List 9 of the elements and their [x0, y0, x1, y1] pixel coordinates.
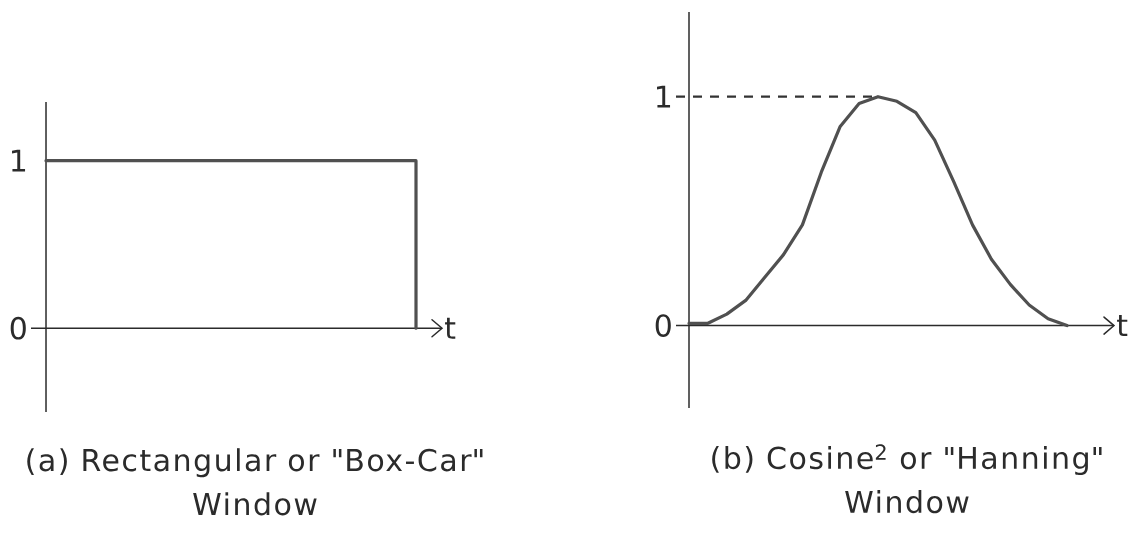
y-tick-label: 1 — [657, 85, 671, 108]
line-series — [687, 95, 1069, 328]
x-axis-title: t — [1117, 315, 1128, 337]
text: (a) Rectangular or "Box-Car" Window — [27, 448, 483, 516]
y-tick-label: 1 — [12, 149, 26, 172]
text: (b) Cosine$^{2}$ or "Hanning" Window — [712, 444, 1102, 514]
x-axis-title: t — [445, 317, 456, 339]
y-tick-label: 0 — [10, 316, 26, 340]
y-tick-label: 0 — [655, 314, 671, 337]
